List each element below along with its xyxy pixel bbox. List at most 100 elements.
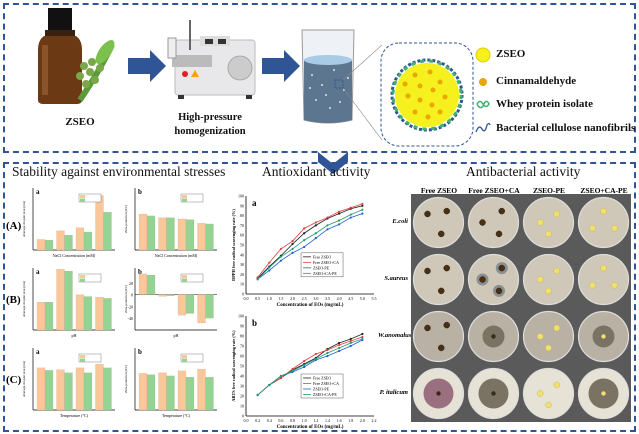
y-axis-label: Zeta-potential (mV) [124, 284, 128, 313]
data-point [314, 357, 317, 361]
paper-disk [498, 264, 505, 272]
paper-disk [424, 324, 431, 332]
plate-dish [522, 310, 575, 363]
y-tick-label: 0 [242, 292, 244, 297]
homogenizer-label-line1: High-pressure [178, 112, 242, 123]
bar [44, 239, 54, 251]
organism-label: P. italicum [379, 389, 408, 396]
legend-box [78, 353, 102, 363]
panel-label: a [252, 198, 257, 208]
petri-plate [411, 365, 466, 422]
homogenizer-label-line2: homogenization [174, 126, 246, 137]
x-tick-label: 4.5 [348, 296, 353, 301]
paper-disk [438, 344, 445, 352]
y-tick-label: -20 [128, 304, 133, 309]
y-tick-label: -40 [128, 316, 133, 321]
x-tick-label: 3.0 [313, 296, 318, 301]
green-protein-icon [476, 100, 490, 109]
y-tick-label: 20 [240, 272, 244, 277]
plate-dish [522, 253, 575, 306]
y-axis-label: Average droplet size (nm) [22, 280, 26, 317]
y-axis-label: Average droplet size (nm) [22, 360, 26, 397]
petri-plate [466, 365, 521, 422]
bar [205, 223, 214, 251]
data-point [279, 259, 283, 262]
column-header: Free ZSEO [420, 186, 458, 195]
paper-disk [553, 324, 560, 332]
data-point [326, 216, 329, 219]
bar [64, 372, 73, 411]
legend-box [78, 273, 102, 283]
paper-disk [553, 381, 560, 389]
plate-dish [577, 196, 630, 249]
antioxidant-title: Antioxidant activity [262, 164, 371, 179]
panel-label: a [36, 188, 40, 196]
legend-bcnf: Bacterial cellulose nanofibrils [496, 122, 636, 134]
x-tick-label: 1.5 [278, 296, 283, 301]
column-header: Free ZSEO+CA [468, 186, 520, 195]
plate-dish [577, 253, 630, 306]
x-axis-label: NaCl Concentration (mM) [155, 253, 198, 258]
bar [205, 377, 214, 411]
data-point [349, 344, 352, 348]
data-point [303, 365, 306, 369]
y-tick-label: 10 [240, 282, 244, 287]
y-tick-label: 0 [242, 414, 244, 419]
petri-plate [576, 365, 631, 422]
panel-label: a [36, 268, 40, 276]
bar [103, 298, 112, 331]
y-axis-label: Zeta-potential (mV) [124, 204, 128, 233]
row-label-b: (B) [6, 294, 21, 306]
bar [146, 374, 156, 411]
legend-swatch [182, 355, 187, 358]
data-point [314, 352, 317, 356]
process-illustration [38, 8, 491, 174]
paper-disk [589, 224, 596, 232]
x-tick-label: 0.0 [244, 296, 249, 301]
x-tick-label: 1.6 [337, 418, 342, 423]
data-point [326, 351, 329, 355]
homogenizer-label: High-pressure homogenization [160, 111, 260, 139]
bar-chart: b NaCl Concentration (mM) Zeta-potential (… [124, 188, 217, 258]
petri-plate [411, 251, 466, 308]
y-tick-label: 100 [238, 314, 244, 319]
y-tick-label: 50 [240, 364, 244, 369]
x-axis-label: NaCl Concentration (mM) [53, 253, 96, 258]
paper-disk [601, 334, 606, 339]
plate-dish [522, 367, 575, 420]
data-point [291, 369, 294, 373]
y-tick-label: 90 [240, 203, 244, 208]
row-label-c: (C) [6, 374, 22, 386]
bar [64, 271, 73, 331]
legend-swatch [182, 278, 187, 282]
x-tick-label: 5.0 [360, 296, 365, 301]
paper-disk [537, 276, 544, 283]
data-point [279, 255, 283, 258]
paper-disk [443, 207, 450, 215]
bar [166, 294, 175, 296]
paper-disk [545, 344, 552, 352]
legend-swatch [182, 275, 187, 278]
bar [83, 372, 93, 411]
x-tick-label: 0.4 [267, 418, 272, 423]
zseo-label: ZSEO [65, 116, 95, 128]
series-line [257, 213, 363, 280]
data-point [291, 251, 294, 254]
x-tick-label: 5.5 [372, 296, 377, 301]
panel-label: b [252, 318, 257, 328]
data-point [361, 202, 364, 205]
data-point [337, 346, 341, 350]
results-panel [3, 162, 636, 432]
plate-dish [522, 196, 575, 249]
legend-whey-protein: Whey protein isolate [496, 98, 593, 110]
paper-disk [545, 287, 552, 295]
data-point [314, 221, 317, 224]
x-tick-label: 4.0 [337, 296, 342, 301]
legend-label: ZSEO-PE [313, 265, 330, 270]
paper-disk [424, 210, 431, 218]
bar [103, 212, 112, 251]
legend-swatch [182, 198, 187, 202]
antibacterial-title: Antibacterial activity [466, 164, 581, 179]
plate-dish [467, 196, 520, 249]
data-point [291, 239, 294, 243]
